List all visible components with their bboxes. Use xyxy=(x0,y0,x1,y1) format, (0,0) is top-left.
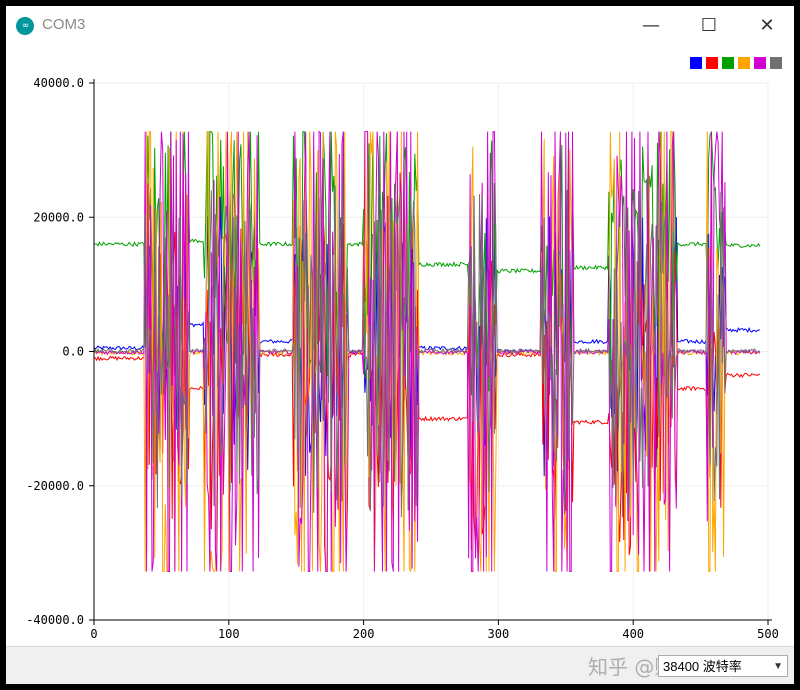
series-lines xyxy=(93,130,761,573)
x-tick-label: 500 xyxy=(757,627,779,641)
x-tick-label: 0 xyxy=(90,627,97,641)
legend-swatch xyxy=(754,57,766,69)
legend-swatch xyxy=(690,57,702,69)
minimize-button[interactable]: — xyxy=(642,15,660,36)
legend-swatch xyxy=(770,57,782,69)
y-tick-label: -20000.0 xyxy=(26,479,84,493)
y-tick-label: 40000.0 xyxy=(33,76,84,90)
baud-rate-value: 38400 波特率 xyxy=(663,659,742,674)
close-button[interactable]: ✕ xyxy=(759,15,775,36)
x-tick-label: 400 xyxy=(622,627,644,641)
legend-swatch xyxy=(738,57,750,69)
serial-plot-chart: 40000.0 20000.0 0.0 -20000.0 -40000.0 0 100 200… xyxy=(26,57,782,641)
y-tick-label: 0.0 xyxy=(62,345,84,359)
chevron-down-icon: ▼ xyxy=(773,661,783,672)
maximize-button[interactable]: ☐ xyxy=(700,15,718,36)
x-tick-label: 300 xyxy=(488,627,510,641)
x-tick-label: 200 xyxy=(353,627,375,641)
y-tick-label: 20000.0 xyxy=(33,210,84,224)
title-bar[interactable]: ∞ COM3 — ☐ ✕ xyxy=(6,6,794,46)
axes: 40000.0 20000.0 0.0 -20000.0 -40000.0 0 100 200… xyxy=(26,76,779,641)
x-tick-label: 100 xyxy=(218,627,240,641)
serial-plotter-window: ∞ COM3 — ☐ ✕ 40000.0 20000.0 0.0 -20000.0 -4… xyxy=(6,6,794,684)
series-line xyxy=(93,185,761,518)
legend-swatch xyxy=(722,57,734,69)
baud-rate-select[interactable]: 38400 波特率 ▼ xyxy=(658,655,788,677)
arduino-icon: ∞ xyxy=(16,17,34,35)
window-title: COM3 xyxy=(42,16,86,33)
y-tick-label: -40000.0 xyxy=(26,613,84,627)
legend xyxy=(690,57,782,69)
legend-swatch xyxy=(706,57,718,69)
plot-area: 40000.0 20000.0 0.0 -20000.0 -40000.0 0 100 200… xyxy=(6,46,794,646)
status-bar: 知乎 @赚给学编程 38400 波特率 ▼ xyxy=(6,646,794,684)
